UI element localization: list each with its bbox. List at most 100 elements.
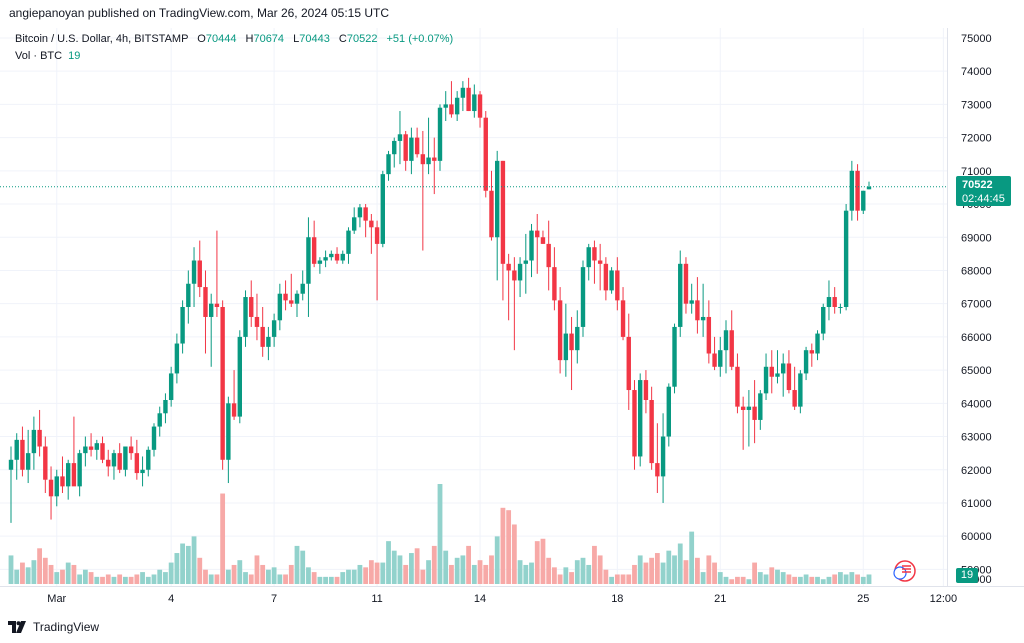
time-tick-label[interactable]: 25 <box>857 593 869 605</box>
candle-body <box>369 220 374 228</box>
candle-body <box>849 170 855 211</box>
volume-bar <box>792 576 798 584</box>
price-tick-label[interactable]: 68000 <box>961 265 992 277</box>
symbol-title[interactable]: Bitcoin / U.S. Dollar, 4h, BITSTAMP <box>15 33 189 45</box>
price-tick-label[interactable]: 63000 <box>961 432 992 444</box>
volume-bar <box>271 567 277 584</box>
price-tick-label[interactable]: 74000 <box>961 66 992 78</box>
time-tick-label[interactable]: Mar <box>47 593 66 605</box>
candle-body <box>306 237 311 284</box>
time-tick-label[interactable]: 12:00 <box>930 593 958 605</box>
candle-body <box>48 479 54 497</box>
candle-body <box>157 413 162 427</box>
candle-body <box>695 300 700 321</box>
candle-body <box>660 436 666 477</box>
price-tick-label[interactable]: 66000 <box>961 332 992 344</box>
tradingview-brand[interactable]: TradingView <box>8 620 99 634</box>
candle-body <box>735 366 740 407</box>
candle-body <box>449 104 454 115</box>
candle-body <box>775 373 780 377</box>
candle-body <box>529 230 534 261</box>
candle-body <box>620 300 626 337</box>
volume-bar <box>677 543 683 584</box>
candle-body <box>329 253 334 258</box>
volume-bar <box>151 574 157 584</box>
candle-body <box>37 429 42 447</box>
candle-body <box>163 400 168 414</box>
candle-body <box>283 293 288 301</box>
time-tick-label[interactable]: 18 <box>611 593 623 605</box>
candle-body <box>746 406 752 410</box>
candle-body <box>123 446 128 470</box>
volume-bar <box>77 574 83 584</box>
volume-bar <box>586 564 592 584</box>
candle-body <box>815 333 820 354</box>
volume-bar <box>746 579 752 584</box>
price-tick-label[interactable]: 69000 <box>961 232 992 244</box>
time-axis[interactable]: Mar 4 7 11 14 18 21 25 12:00 <box>47 593 957 605</box>
time-tick-label[interactable]: 14 <box>474 593 486 605</box>
candle-body <box>557 300 563 361</box>
price-tick-label[interactable]: 60000 <box>961 531 992 543</box>
candle-body <box>483 117 488 191</box>
volume-value: 19 <box>68 50 81 62</box>
candle-body <box>706 316 712 354</box>
candle-body <box>77 453 82 487</box>
volume-bar <box>620 574 626 584</box>
time-tick-label[interactable]: 21 <box>714 593 726 605</box>
volume-bar <box>860 576 866 584</box>
volume-bar <box>363 567 369 584</box>
volume-bar <box>431 545 437 584</box>
flag-icon[interactable] <box>893 560 916 582</box>
price-tick-label[interactable]: 71000 <box>961 166 992 178</box>
time-tick-label[interactable]: 7 <box>271 593 277 605</box>
chart-grid <box>0 28 947 586</box>
volume-legend[interactable]: Vol · BTC 19 <box>15 50 80 62</box>
candle-body <box>380 174 385 244</box>
volume-bar <box>466 545 471 584</box>
candle-body <box>781 363 786 374</box>
price-tick-label[interactable]: 73000 <box>961 99 992 111</box>
volume-bar <box>534 541 540 584</box>
candle-body <box>666 386 671 437</box>
volume-bar <box>157 569 163 584</box>
candle-body <box>386 154 391 175</box>
candle-body <box>540 237 546 244</box>
candle-body <box>71 463 77 487</box>
candle-body <box>374 227 380 244</box>
volume-bar <box>306 567 311 584</box>
candle-body <box>586 247 591 268</box>
candle-body <box>597 260 603 264</box>
time-tick-label[interactable]: 4 <box>168 593 174 605</box>
volume-bar <box>277 574 283 584</box>
volume-bar <box>197 557 203 584</box>
change-value: +51 (+0.07%) <box>386 33 454 45</box>
candle-body <box>277 293 283 321</box>
candle-body <box>426 157 431 165</box>
candle-body <box>758 393 763 420</box>
price-tick-label[interactable]: 65000 <box>961 365 992 377</box>
price-tick-label[interactable]: 75000 <box>961 33 992 45</box>
price-axis[interactable]: 7500074000730007200071000700006900068000… <box>961 33 992 586</box>
candle-body <box>472 94 477 112</box>
price-tick-label[interactable]: 64000 <box>961 398 992 410</box>
volume-bar <box>123 576 128 584</box>
candle-body <box>111 453 117 467</box>
price-tick-label[interactable]: 67000 <box>961 299 992 311</box>
candle-body <box>809 350 814 354</box>
candle-body <box>769 366 774 377</box>
price-tick-label[interactable]: 61000 <box>961 498 992 510</box>
volume-bar <box>128 576 134 584</box>
volume-bar <box>460 555 466 584</box>
candle-body <box>838 307 843 308</box>
volume-bar <box>374 562 380 584</box>
volume-bar <box>82 569 88 584</box>
volume-bar <box>511 524 517 584</box>
price-tick-label[interactable]: 62000 <box>961 465 992 477</box>
time-tick-label[interactable]: 11 <box>371 593 382 605</box>
volume-bar <box>780 572 786 584</box>
price-tick-label[interactable]: 72000 <box>961 133 992 145</box>
candle-body <box>357 207 363 218</box>
symbol-legend[interactable]: Bitcoin / U.S. Dollar, 4h, BITSTAMP O704… <box>15 33 453 45</box>
